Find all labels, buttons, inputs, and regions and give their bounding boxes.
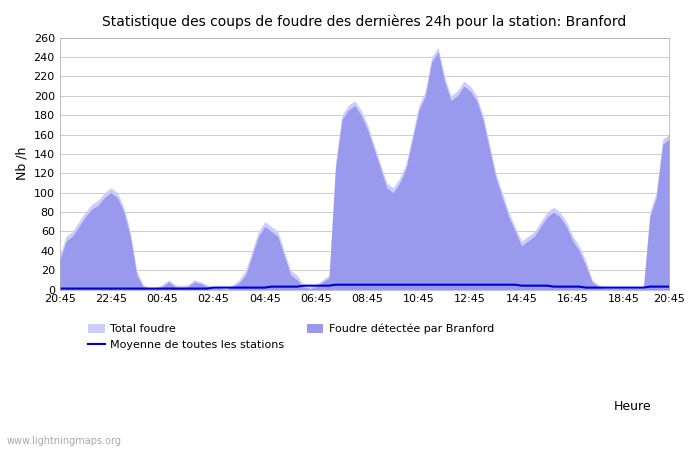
Y-axis label: Nb /h: Nb /h xyxy=(15,147,28,180)
Legend: Total foudre, Moyenne de toutes les stations, Foudre détectée par Branford: Total foudre, Moyenne de toutes les stat… xyxy=(84,320,498,355)
Text: www.lightningmaps.org: www.lightningmaps.org xyxy=(7,436,122,446)
Text: Heure: Heure xyxy=(613,400,651,413)
Title: Statistique des coups de foudre des dernières 24h pour la station: Branford: Statistique des coups de foudre des dern… xyxy=(102,15,626,30)
